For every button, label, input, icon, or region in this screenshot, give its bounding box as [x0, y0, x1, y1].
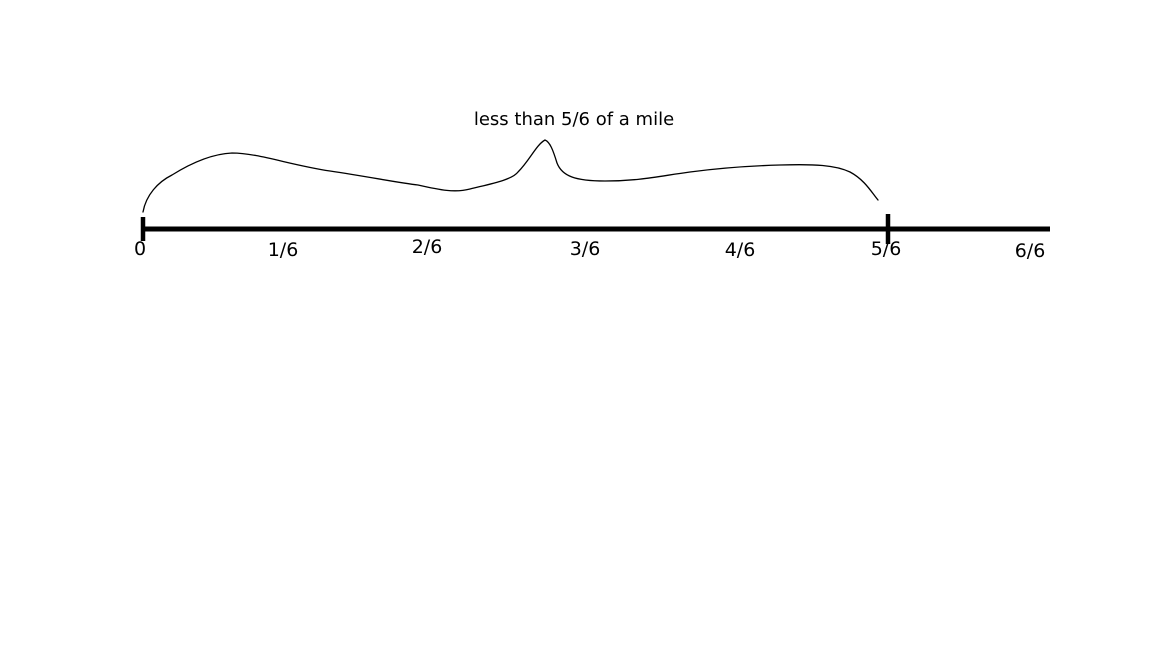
tick-label-6-6: 6/6	[1015, 240, 1046, 262]
curly-brace	[142, 139, 879, 213]
tick-label-2-6: 2/6	[412, 236, 443, 258]
tick-label-0: 0	[134, 238, 146, 260]
tick-label-5-6: 5/6	[871, 238, 902, 260]
brace-label: less than 5/6 of a mile	[474, 109, 674, 130]
tick-label-3-6: 3/6	[570, 238, 601, 260]
tick-label-1-6: 1/6	[268, 239, 299, 261]
tick-label-4-6: 4/6	[725, 239, 756, 261]
